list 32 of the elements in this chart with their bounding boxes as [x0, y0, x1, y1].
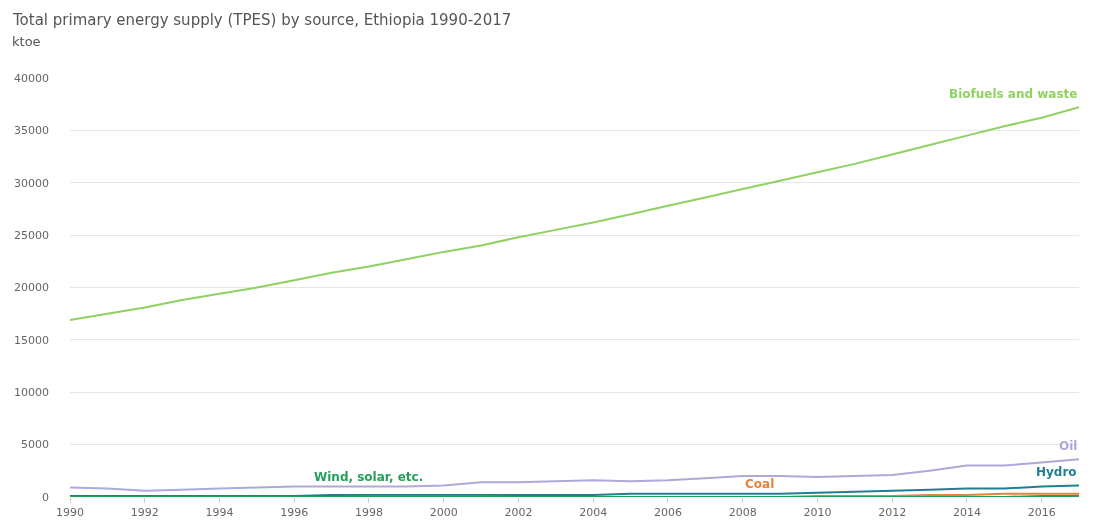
- x-tick-label: 1990: [56, 506, 84, 520]
- chart-subtitle: ktoe: [12, 34, 41, 49]
- x-tick-label: 2012: [878, 506, 907, 520]
- line-series: [70, 106, 1079, 321]
- y-tick-label: 25000: [14, 228, 49, 242]
- line-series: [70, 458, 1079, 492]
- chart-title: Total primary energy supply (TPES) by source, Ethiopia 1990-2017: [12, 11, 512, 29]
- series-label: Oil: [1059, 439, 1078, 453]
- x-tick-label: 1992: [130, 506, 159, 520]
- x-tick-label: 1994: [205, 506, 234, 520]
- x-tick-label: 2002: [504, 506, 533, 520]
- x-tick-label: 2016: [1027, 506, 1056, 520]
- y-tick-label: 5000: [21, 438, 49, 452]
- series-label: Coal: [745, 477, 775, 491]
- y-tick-label: 30000: [14, 176, 49, 190]
- y-tick-label: 15000: [14, 333, 49, 347]
- y-tick-label: 35000: [14, 124, 49, 138]
- x-tick-label: 2006: [653, 506, 682, 520]
- series-label: Wind, solar, etc.: [314, 470, 424, 484]
- x-tick-label: 2014: [952, 506, 981, 520]
- y-tick-label: 0: [42, 490, 49, 504]
- x-tick-label: 2010: [803, 506, 832, 520]
- series-label: Biofuels and waste: [949, 87, 1078, 101]
- x-tick-label: 2008: [728, 506, 757, 520]
- series-label: Hydro: [1036, 465, 1077, 479]
- x-tick-label: 1996: [280, 506, 309, 520]
- y-tick-label: 20000: [14, 281, 49, 295]
- y-tick-label: 10000: [14, 386, 49, 400]
- x-tick-label: 1998: [354, 506, 383, 520]
- y-tick-label: 40000: [14, 71, 49, 85]
- x-tick-label: 2004: [579, 506, 608, 520]
- x-tick-label: 2000: [429, 506, 458, 520]
